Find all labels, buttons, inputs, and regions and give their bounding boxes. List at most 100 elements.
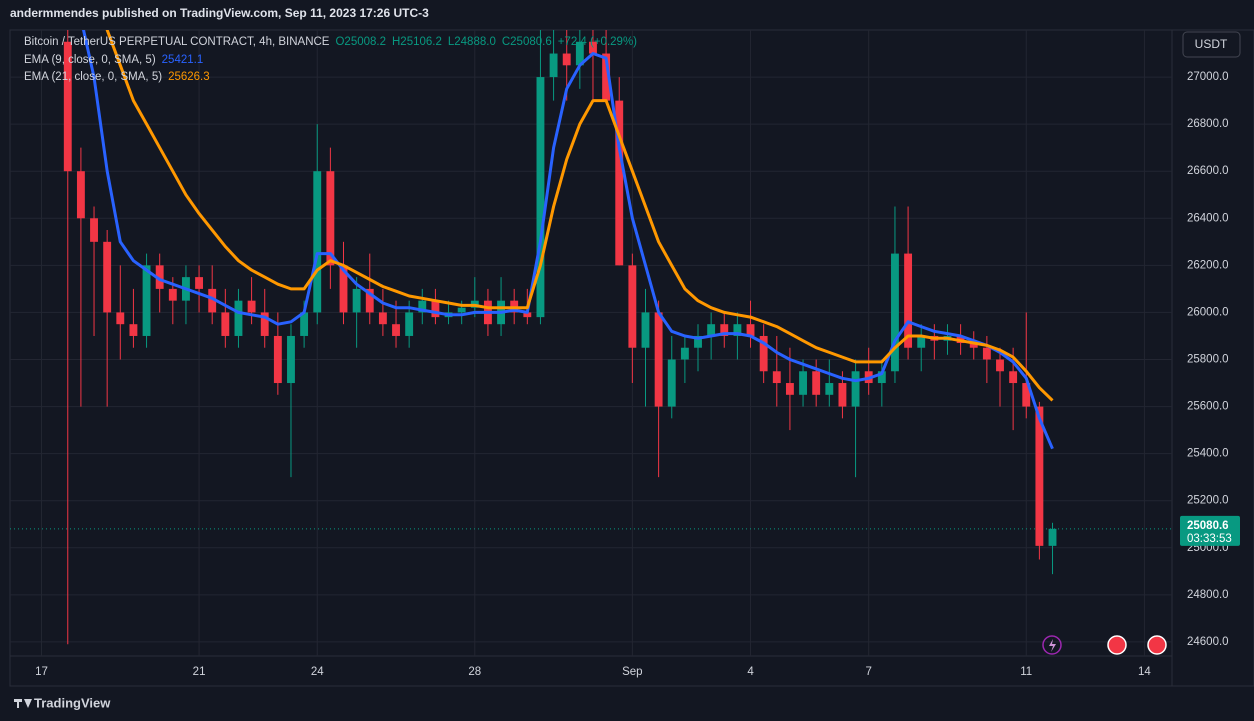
x-tick-label: Sep bbox=[622, 666, 642, 678]
ohlc-close: C25080.6 bbox=[502, 36, 552, 48]
candle-body bbox=[142, 265, 151, 336]
x-tick-label: 21 bbox=[193, 666, 206, 678]
y-tick-label: 26200.0 bbox=[1187, 259, 1229, 271]
y-tick-label: 25800.0 bbox=[1187, 354, 1229, 366]
candle-body bbox=[392, 324, 400, 336]
candle-body bbox=[694, 335, 702, 348]
candle-body bbox=[195, 277, 204, 289]
candle-body bbox=[1009, 371, 1018, 384]
y-tick-label: 25200.0 bbox=[1187, 495, 1229, 507]
legend-row: Bitcoin / TetherUS PERPETUAL CONTRACT, 4… bbox=[24, 36, 637, 48]
legend-row: EMA (9, close, 0, SMA, 5) 25421.1 bbox=[24, 54, 203, 66]
currency-button[interactable] bbox=[1182, 31, 1241, 58]
candle-body bbox=[405, 312, 414, 336]
ohlc-low: L24888.0 bbox=[448, 36, 496, 48]
candle-body bbox=[300, 312, 309, 336]
candle-body bbox=[812, 371, 821, 395]
candle-body bbox=[1035, 406, 1044, 546]
candle-body bbox=[457, 307, 466, 313]
candle-body bbox=[667, 359, 676, 407]
ohlc-high: H25106.2 bbox=[392, 36, 442, 48]
candle-body bbox=[549, 53, 558, 78]
event-icon[interactable] bbox=[1042, 635, 1062, 655]
candle-body bbox=[904, 253, 913, 348]
candle-body bbox=[785, 383, 794, 395]
brand-name: TradingView bbox=[34, 695, 111, 710]
candle-body bbox=[628, 265, 637, 348]
candle-body bbox=[996, 359, 1004, 372]
price-label-box bbox=[1180, 515, 1240, 546]
x-tick-label: 7 bbox=[865, 666, 871, 678]
candle-body bbox=[352, 288, 361, 313]
candle-body bbox=[615, 100, 624, 266]
candle-body bbox=[260, 312, 269, 336]
candle-body bbox=[707, 324, 716, 336]
candle-body bbox=[155, 265, 164, 289]
candle-body bbox=[799, 371, 807, 395]
candle-body bbox=[891, 253, 899, 372]
x-tick-label: 4 bbox=[747, 666, 754, 678]
candle-body bbox=[680, 347, 689, 360]
candle-body bbox=[575, 41, 584, 66]
ohlc-open: O25008.2 bbox=[335, 36, 386, 48]
candle-body bbox=[838, 383, 847, 407]
x-tick-label: 11 bbox=[1020, 666, 1032, 678]
candle-body bbox=[418, 300, 427, 313]
countdown: 03:33:53 bbox=[1187, 533, 1232, 545]
candle-body bbox=[733, 324, 742, 336]
y-tick-label: 26600.0 bbox=[1187, 165, 1229, 177]
candle-body bbox=[602, 53, 611, 101]
candle-body bbox=[378, 312, 387, 325]
y-tick-label: 25400.0 bbox=[1187, 448, 1229, 460]
candle-body bbox=[772, 371, 781, 384]
candle-body bbox=[90, 218, 98, 242]
candle-body bbox=[365, 288, 374, 313]
candle-body bbox=[851, 371, 860, 407]
candle-body bbox=[562, 53, 571, 66]
candle-body bbox=[720, 324, 729, 336]
candle-body bbox=[917, 335, 926, 348]
candle-body bbox=[877, 371, 886, 384]
candle-body bbox=[825, 383, 834, 395]
candle-body bbox=[589, 41, 597, 54]
currency-label[interactable]: USDT bbox=[1195, 37, 1228, 51]
candle-body bbox=[273, 335, 282, 384]
brand-logo bbox=[14, 699, 32, 708]
candle-body bbox=[1022, 383, 1031, 407]
ema-line bbox=[81, 30, 1054, 450]
candle-body bbox=[759, 335, 768, 372]
candle-body bbox=[116, 312, 125, 325]
legend-entry: EMA (21, close, 0, SMA, 5) bbox=[24, 71, 162, 83]
candle-body bbox=[339, 265, 348, 313]
candle-body bbox=[326, 171, 335, 266]
legend-entry: EMA (9, close, 0, SMA, 5) bbox=[24, 54, 156, 66]
ohlc-change: +72.4 (+0.29%) bbox=[558, 36, 637, 48]
x-tick-label: 17 bbox=[35, 666, 48, 678]
candle-body bbox=[431, 300, 440, 318]
candle-body bbox=[221, 312, 230, 336]
publish-header: andermmendes published on TradingView.co… bbox=[10, 6, 429, 20]
event-flag-us[interactable] bbox=[1107, 635, 1127, 655]
price-label: 25080.6 bbox=[1187, 520, 1229, 532]
legend-value: 25421.1 bbox=[162, 54, 204, 66]
candle-body bbox=[247, 300, 256, 313]
candle-body bbox=[982, 347, 991, 360]
x-tick-label: 24 bbox=[311, 666, 324, 678]
y-tick-label: 24800.0 bbox=[1187, 589, 1229, 601]
x-tick-label: 28 bbox=[468, 666, 481, 678]
x-tick-label: 14 bbox=[1138, 666, 1151, 678]
y-tick-label: 25600.0 bbox=[1187, 401, 1229, 413]
candle-body bbox=[103, 241, 112, 313]
candle-body bbox=[129, 324, 138, 336]
candle-body bbox=[313, 171, 322, 313]
y-tick-label: 26000.0 bbox=[1187, 306, 1229, 318]
candle-body bbox=[536, 77, 545, 318]
candle-body bbox=[234, 300, 243, 336]
candle-body bbox=[654, 312, 663, 407]
candle-body bbox=[76, 171, 85, 219]
event-flag-us[interactable] bbox=[1147, 635, 1167, 655]
candle-body bbox=[746, 324, 755, 336]
event-bolt bbox=[1049, 639, 1056, 652]
legend-row: EMA (21, close, 0, SMA, 5) 25626.3 bbox=[24, 71, 210, 83]
y-tick-label: 24600.0 bbox=[1187, 636, 1229, 648]
